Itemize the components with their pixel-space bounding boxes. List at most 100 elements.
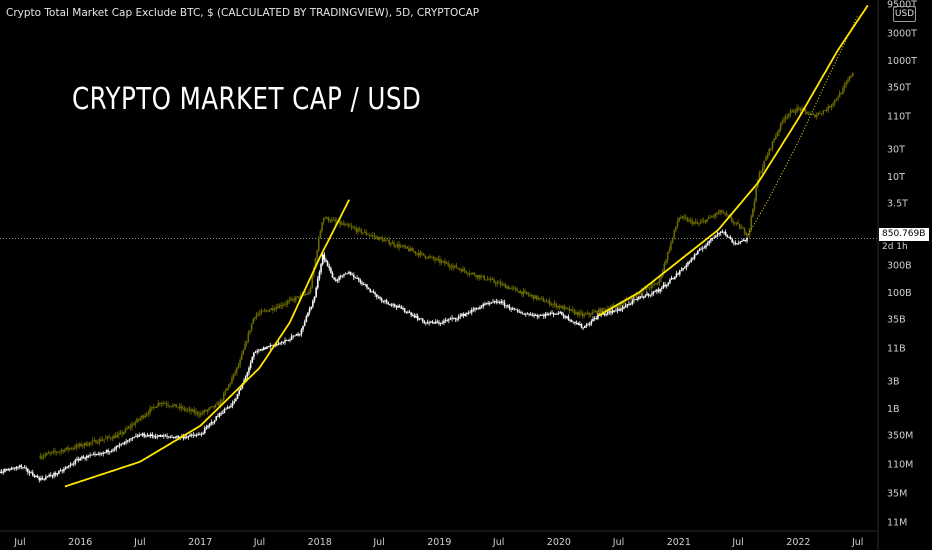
- overlay-candle-body: [545, 301, 548, 303]
- candle-body: [552, 313, 555, 315]
- candle-body: [575, 323, 578, 324]
- candle-body: [390, 304, 393, 306]
- candle-body: [320, 264, 322, 273]
- x-tick-label: 2017: [188, 537, 212, 548]
- candle-body: [413, 315, 416, 318]
- candle-body: [143, 433, 145, 437]
- overlay-candle-body: [617, 306, 620, 308]
- candle-body: [295, 333, 298, 336]
- overlay-candle-body: [80, 443, 83, 447]
- x-tick-label: Jul: [133, 537, 145, 548]
- candle-body: [728, 236, 730, 238]
- candle-body: [361, 282, 363, 284]
- candle-body: [656, 289, 658, 292]
- candle-body: [736, 243, 738, 244]
- candle-body: [664, 284, 666, 287]
- overlay-candle-body: [774, 136, 777, 140]
- candle-body: [266, 346, 268, 350]
- overlay-candle-body: [521, 291, 523, 295]
- candle-body: [217, 416, 219, 418]
- candle-body: [518, 311, 521, 313]
- overlay-candle-body: [291, 298, 294, 300]
- candle-body: [379, 297, 381, 299]
- candle-body: [141, 433, 144, 436]
- y-tick-label: 3000T: [887, 29, 917, 40]
- candle-body: [113, 448, 116, 450]
- overlay-candle-body: [388, 239, 391, 245]
- candle-body: [603, 313, 606, 315]
- overlay-candle-body: [72, 448, 74, 449]
- candle-body: [616, 309, 619, 311]
- candle-body: [505, 305, 507, 307]
- candle-body: [744, 239, 747, 241]
- candle-body: [303, 321, 306, 326]
- overlay-candle-body: [401, 245, 404, 247]
- currency-button[interactable]: USD: [893, 6, 916, 22]
- candle-body: [393, 304, 396, 307]
- candle-body: [587, 324, 589, 326]
- candle-body: [0, 472, 1, 474]
- overlay-candle-body: [740, 227, 743, 229]
- candle-body: [466, 312, 468, 314]
- overlay-candle-body: [553, 303, 556, 305]
- overlay-candle-body: [498, 282, 500, 284]
- candle-body: [549, 312, 552, 314]
- overlay-candle-body: [673, 230, 676, 238]
- overlay-candle-body: [134, 422, 137, 425]
- candle-body: [328, 266, 331, 269]
- candle-body: [384, 300, 386, 302]
- overlay-candle-body: [637, 293, 639, 295]
- candle-body: [344, 273, 347, 275]
- overlay-candle-body: [198, 414, 200, 416]
- overlay-candle-body: [326, 217, 328, 219]
- overlay-candle-body: [46, 453, 48, 455]
- overlay-candle-body: [49, 452, 51, 454]
- candle-body: [387, 302, 390, 304]
- overlay-candle-body: [95, 440, 97, 444]
- overlay-candle-body: [144, 415, 146, 418]
- overlay-candle-body: [648, 288, 651, 289]
- candle-body: [354, 277, 357, 279]
- candle-body: [366, 284, 368, 288]
- candle-body: [474, 308, 476, 310]
- candle-body: [713, 237, 715, 239]
- overlay-candle-body: [516, 288, 518, 292]
- overlay-candle-body: [399, 246, 402, 248]
- candle-body: [210, 422, 213, 424]
- overlay-candle-body: [732, 220, 734, 223]
- candle-body: [46, 476, 49, 478]
- candle-body: [382, 300, 385, 302]
- overlay-candle-body: [799, 107, 802, 111]
- overlay-candle-body: [540, 297, 543, 299]
- overlay-candle-body: [185, 409, 187, 411]
- overlay-candle-body: [347, 224, 350, 226]
- candle-body: [567, 316, 570, 320]
- overlay-candle-body: [262, 310, 264, 312]
- x-tick-label: 2022: [786, 537, 810, 548]
- candle-body: [395, 306, 398, 308]
- candle-body: [444, 320, 447, 322]
- overlay-candle-body: [373, 235, 376, 237]
- candle-body: [375, 294, 378, 297]
- overlay-candle-body: [186, 409, 189, 411]
- candle-body: [326, 261, 329, 267]
- overlay-candle-body: [517, 291, 520, 293]
- overlay-candle-body: [137, 419, 140, 420]
- overlay-candle-body: [142, 415, 145, 418]
- overlay-candle-body: [150, 406, 153, 409]
- candle-body: [105, 450, 108, 453]
- trend-curve-2021: [598, 4, 869, 317]
- candle-body: [585, 324, 588, 326]
- overlay-candle-body: [250, 323, 253, 331]
- candle-body: [565, 316, 568, 318]
- candle-body: [634, 299, 637, 300]
- overlay-candle-body: [665, 260, 667, 264]
- overlay-candle-body: [159, 403, 161, 404]
- overlay-candle-body: [224, 390, 227, 394]
- overlay-candle-body: [788, 114, 790, 117]
- x-tick-label: Jul: [731, 537, 743, 548]
- overlay-candle-body: [766, 155, 769, 158]
- candle-body: [457, 316, 460, 319]
- overlay-candle-body: [714, 213, 716, 217]
